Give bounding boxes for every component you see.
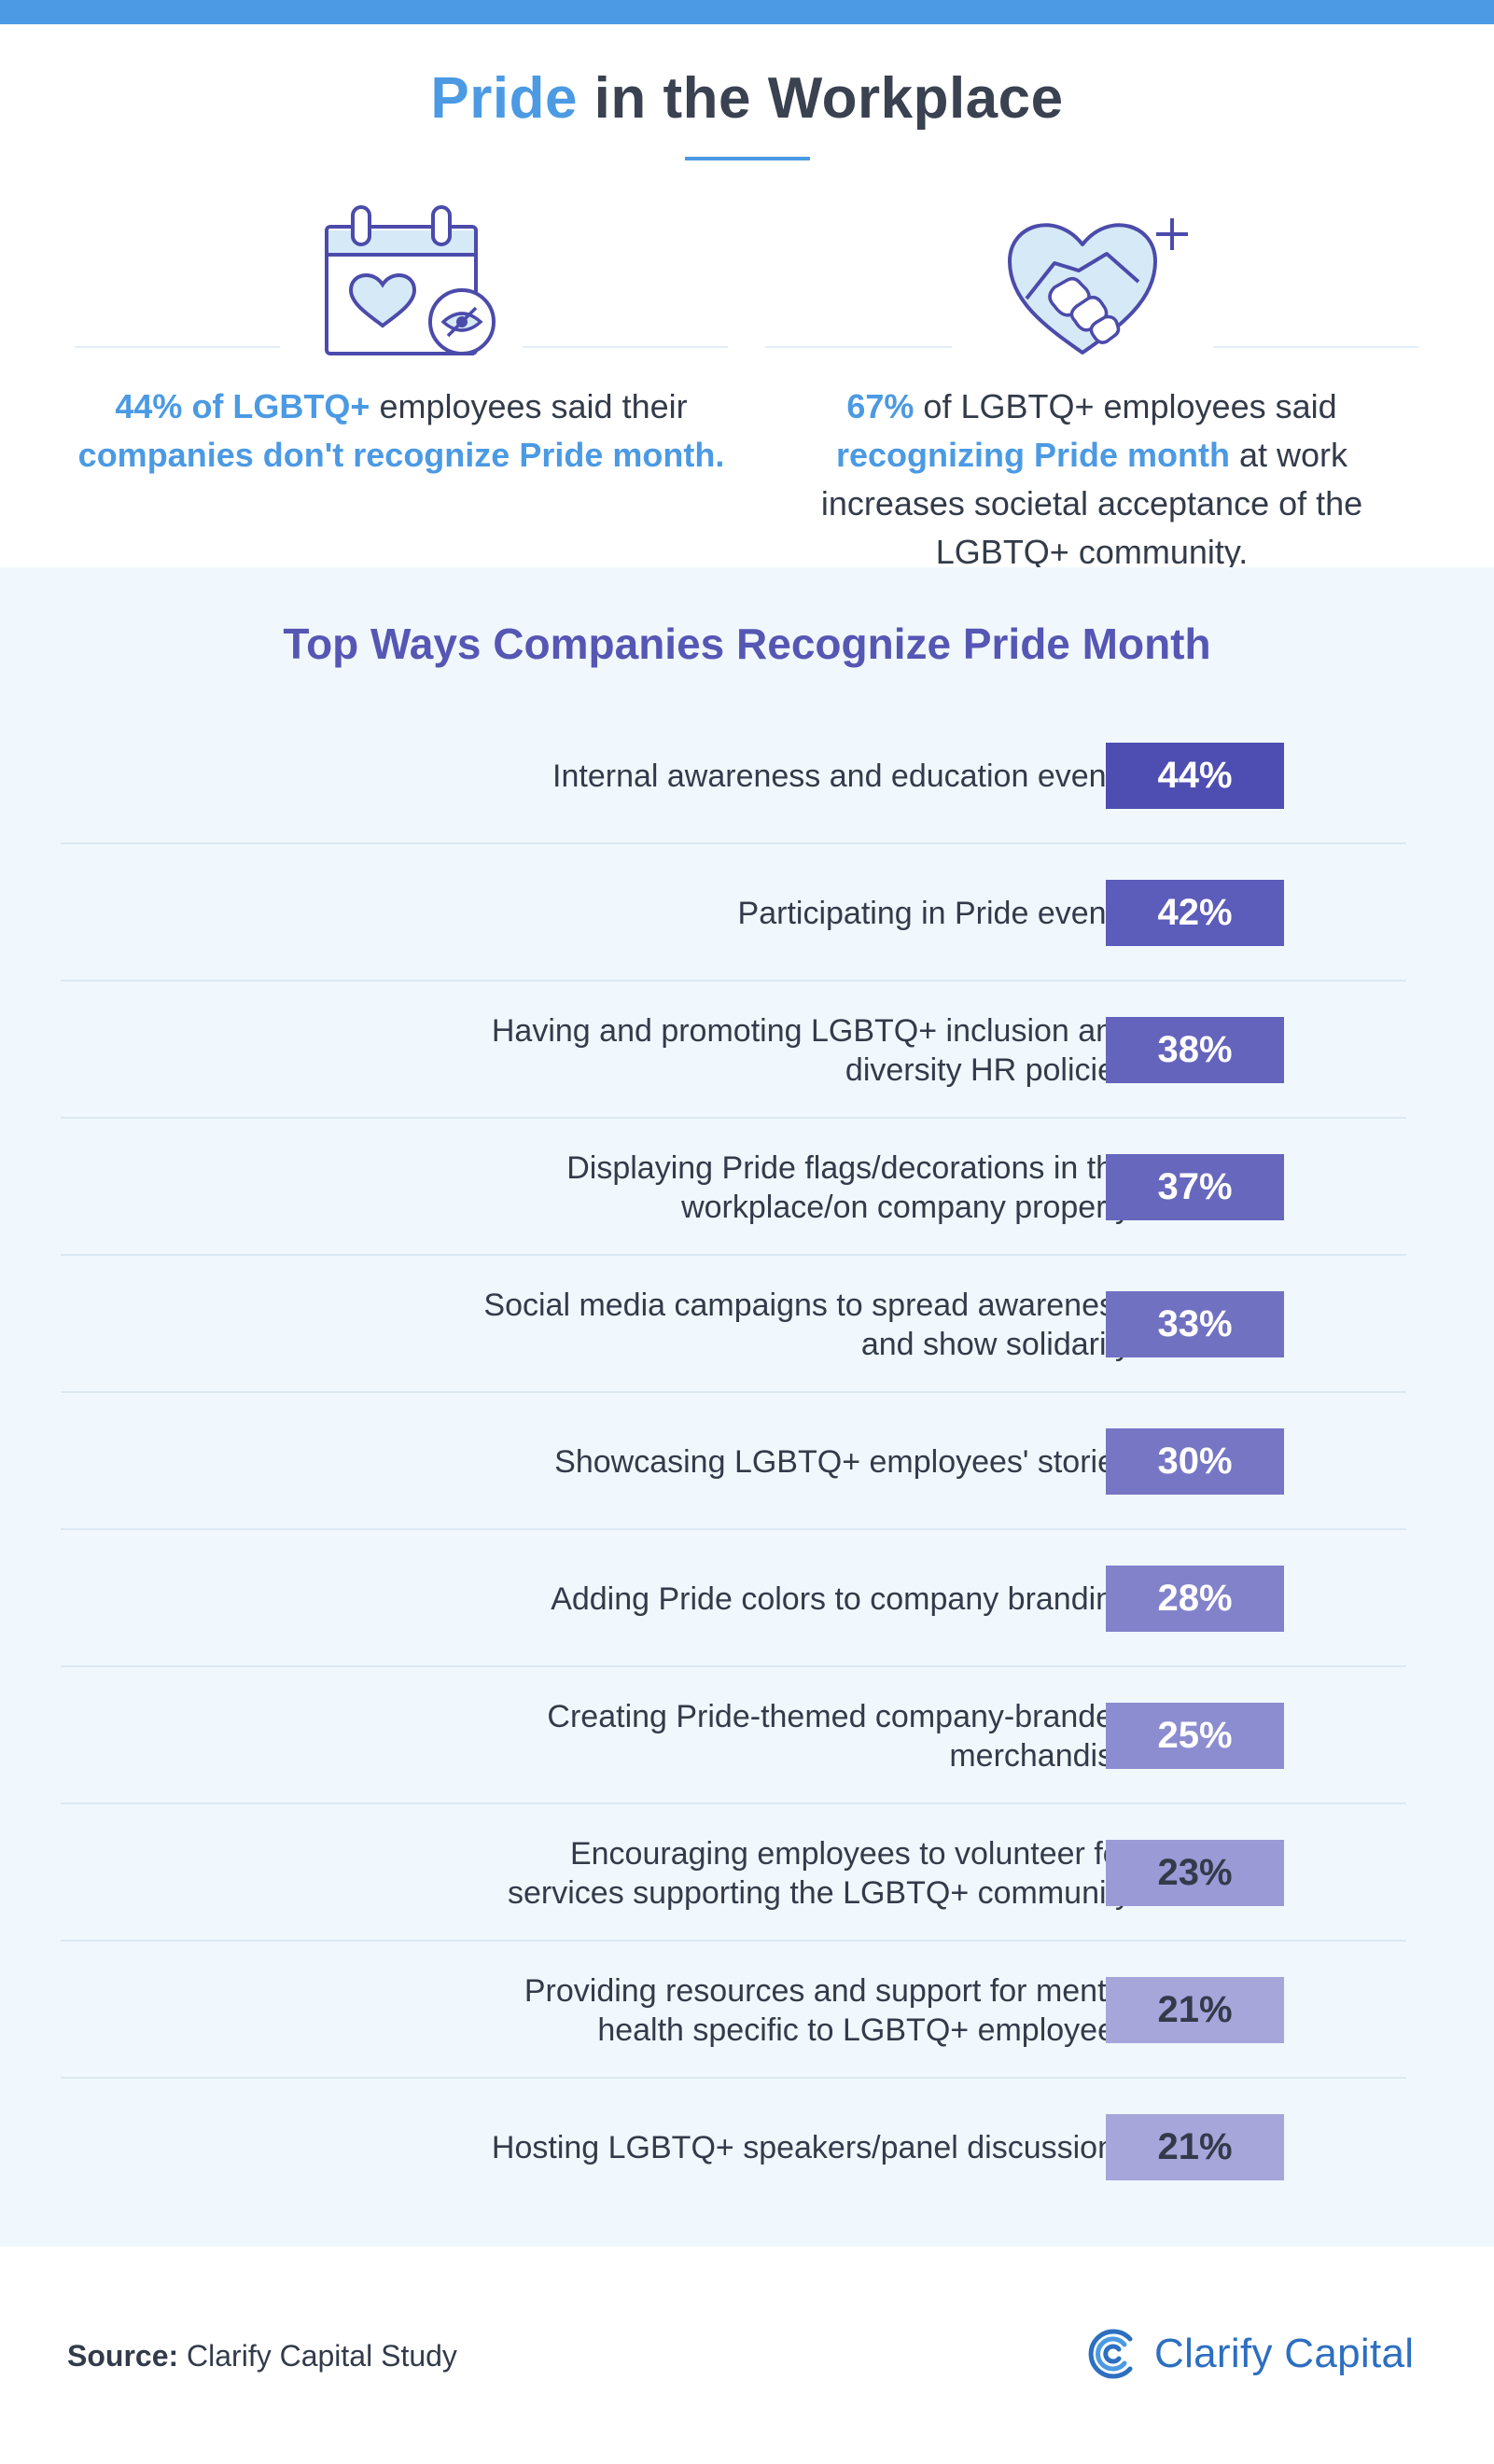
chart-value-box: 25% — [1106, 1703, 1284, 1769]
chart-row-label: Encouraging employees to volunteer for s… — [291, 1804, 1131, 1942]
stat-right-divider-left — [765, 346, 952, 348]
source-text: Clarify Capital Study — [178, 2339, 457, 2373]
chart-row-label: Having and promoting LGBTQ+ inclusion an… — [291, 981, 1131, 1119]
chart-row-label: Creating Pride-themed company-branded me… — [291, 1667, 1131, 1804]
chart-row-label-text: Displaying Pride flags/decorations in th… — [566, 1149, 1131, 1225]
stat-left-part-1: 44% of LGBTQ+ — [115, 387, 370, 425]
chart-row-label-text: Encouraging employees to volunteer for s… — [508, 1835, 1131, 1911]
chart-row-label: Hosting LGBTQ+ speakers/panel discussion… — [291, 2079, 1131, 2216]
chart-row: Showcasing LGBTQ+ employees' stories 30% — [61, 1393, 1406, 1530]
chart-row-label-text: Creating Pride-themed company-branded me… — [547, 1698, 1131, 1774]
stat-left-text: 44% of LGBTQ+ employees said their compa… — [75, 383, 728, 480]
chart-row-label-text: Adding Pride colors to company branding — [551, 1580, 1131, 1617]
chart-title: Top Ways Companies Recognize Pride Month — [283, 619, 1211, 668]
chart-row: Participating in Pride events 42% — [61, 844, 1406, 981]
chart-value-box: 21% — [1106, 1977, 1284, 2043]
chart-row: Having and promoting LGBTQ+ inclusion an… — [61, 981, 1406, 1119]
chart-value-box: 37% — [1106, 1154, 1284, 1220]
chart-row-label-text: Hosting LGBTQ+ speakers/panel discussion… — [491, 2129, 1131, 2165]
chart-row-label-text: Participating in Pride events — [737, 895, 1131, 931]
stat-right-text: 67% of LGBTQ+ employees said recognizing… — [765, 383, 1418, 577]
page-title: Pride in the Workplace — [0, 65, 1494, 132]
chart-row: Adding Pride colors to company branding 2… — [61, 1530, 1406, 1667]
source-label: Source: — [67, 2339, 179, 2373]
chart-value-box: 30% — [1106, 1428, 1284, 1495]
chart-row-label: Providing resources and support for ment… — [291, 1942, 1131, 2079]
stat-right-part-2: of LGBTQ+ employees said — [914, 387, 1337, 425]
clarify-capital-logo-icon — [1088, 2329, 1133, 2379]
stat-left-divider-right — [523, 346, 728, 348]
stat-right: 67% of LGBTQ+ employees said recognizing… — [765, 196, 1418, 571]
chart-row: Displaying Pride flags/decorations in th… — [61, 1119, 1406, 1256]
stat-left-part-3: companies don't recognize Pride month. — [77, 436, 725, 474]
stat-right-part-1: 67% — [846, 387, 915, 425]
chart-value-box: 38% — [1106, 1017, 1284, 1083]
chart-row-label: Internal awareness and education events — [291, 707, 1131, 844]
chart-value-box: 42% — [1106, 880, 1284, 946]
chart-row-label: Participating in Pride events — [291, 844, 1131, 981]
chart-value-box: 28% — [1106, 1566, 1284, 1632]
chart-row: Social media campaigns to spread awarene… — [61, 1256, 1406, 1393]
chart-row: Encouraging employees to volunteer for s… — [61, 1804, 1406, 1942]
page-title-accent: Pride — [430, 66, 578, 131]
chart-value-box: 21% — [1106, 2114, 1284, 2180]
stat-left-divider-left — [75, 346, 280, 348]
chart-row-label-text: Internal awareness and education events — [552, 758, 1131, 794]
brand-name: Clarify Capital — [1154, 2331, 1415, 2376]
top-accent-bar — [0, 0, 1494, 24]
chart-panel: Top Ways Companies Recognize Pride Month… — [0, 567, 1494, 2247]
chart-value-box: 23% — [1106, 1840, 1284, 1906]
heart-handshake-icon — [1008, 218, 1188, 355]
chart-row-label-text: Having and promoting LGBTQ+ inclusion an… — [491, 1012, 1131, 1088]
stat-right-divider-right — [1213, 346, 1418, 348]
source-note: Source: Clarify Capital Study — [67, 2339, 457, 2374]
chart-row: Internal awareness and education events 4… — [61, 707, 1406, 844]
chart-row-label: Adding Pride colors to company branding — [291, 1530, 1131, 1667]
chart-row-label: Social media campaigns to spread awarene… — [291, 1256, 1131, 1393]
brand: Clarify Capital — [1085, 2321, 1414, 2387]
page-title-rest: in the Workplace — [577, 66, 1064, 131]
chart-row-label-text: Social media campaigns to spread awarene… — [483, 1287, 1131, 1362]
stat-right-part-3: recognizing Pride month — [835, 436, 1230, 474]
chart-row-label: Showcasing LGBTQ+ employees' stories — [291, 1393, 1131, 1530]
stat-left-part-2: employees said their — [370, 387, 688, 425]
stat-right-part-4: at work increases societal acceptance of… — [820, 436, 1363, 571]
chart-value-box: 33% — [1106, 1291, 1284, 1357]
stat-left: 44% of LGBTQ+ employees said their compa… — [75, 196, 728, 550]
chart-row-label-text: Showcasing LGBTQ+ employees' stories — [554, 1443, 1131, 1480]
chart-row: Providing resources and support for ment… — [61, 1942, 1406, 2079]
chart-row: Hosting LGBTQ+ speakers/panel discussion… — [61, 2079, 1406, 2216]
chart-value-box: 44% — [1106, 743, 1284, 809]
calendar-heart-eye-icon — [325, 205, 496, 355]
chart-row-label-text: Providing resources and support for ment… — [524, 1972, 1131, 2048]
title-underline — [685, 157, 810, 160]
chart-row: Creating Pride-themed company-branded me… — [61, 1667, 1406, 1804]
chart-row-label: Displaying Pride flags/decorations in th… — [291, 1119, 1131, 1256]
